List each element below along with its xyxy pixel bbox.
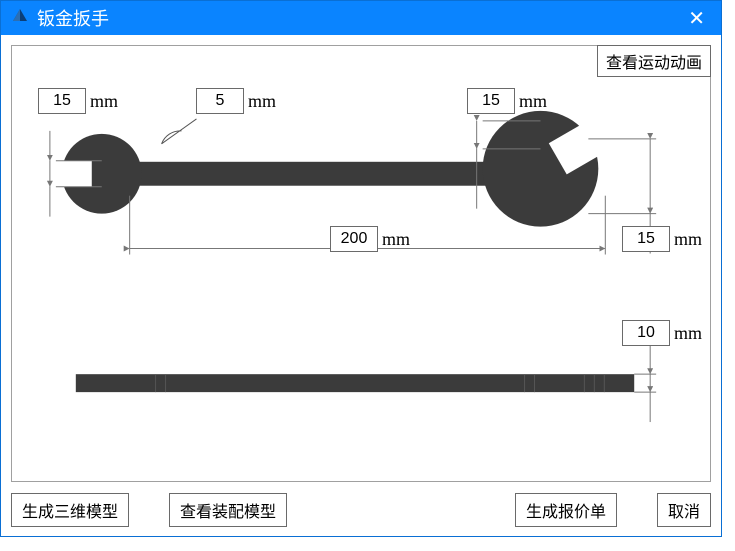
dim-thickness-input[interactable]: [196, 88, 244, 114]
view-assembly-button[interactable]: 查看装配模型: [169, 493, 287, 527]
dim-head-height-unit: mm: [674, 229, 702, 250]
generate-quote-button[interactable]: 生成报价单: [515, 493, 617, 527]
dim-left-opening-unit: mm: [90, 91, 118, 112]
dim-sheet-thick-unit: mm: [674, 323, 702, 344]
app-icon: [11, 7, 29, 30]
titlebar: 钣金扳手 ✕: [1, 1, 721, 35]
dim-sheet-thick-input[interactable]: [622, 320, 670, 346]
dim-left-opening-input[interactable]: [38, 88, 86, 114]
dim-head-height-input[interactable]: [622, 226, 670, 252]
footer-buttons: 生成三维模型 查看装配模型 生成报价单 取消: [11, 492, 711, 528]
content-panel: 查看运动动画 mm mm mm mm mm mm: [11, 45, 711, 482]
dim-length: mm: [330, 226, 410, 252]
dim-right-opening-unit: mm: [519, 91, 547, 112]
dim-right-opening: mm: [467, 88, 547, 114]
dim-length-unit: mm: [382, 229, 410, 250]
dim-head-height: mm: [622, 226, 702, 252]
window-title: 钣金扳手: [37, 5, 682, 31]
generate-3d-button[interactable]: 生成三维模型: [11, 493, 129, 527]
dim-thickness-unit: mm: [248, 91, 276, 112]
dim-length-input[interactable]: [330, 226, 378, 252]
dim-sheet-thick: mm: [622, 320, 702, 346]
cancel-button[interactable]: 取消: [657, 493, 711, 527]
dim-right-opening-input[interactable]: [467, 88, 515, 114]
close-icon[interactable]: ✕: [682, 6, 711, 31]
dim-thickness: mm: [196, 88, 276, 114]
dialog-window: 钣金扳手 ✕ 查看运动动画 mm mm mm mm mm mm: [0, 0, 722, 537]
dim-left-opening: mm: [38, 88, 118, 114]
